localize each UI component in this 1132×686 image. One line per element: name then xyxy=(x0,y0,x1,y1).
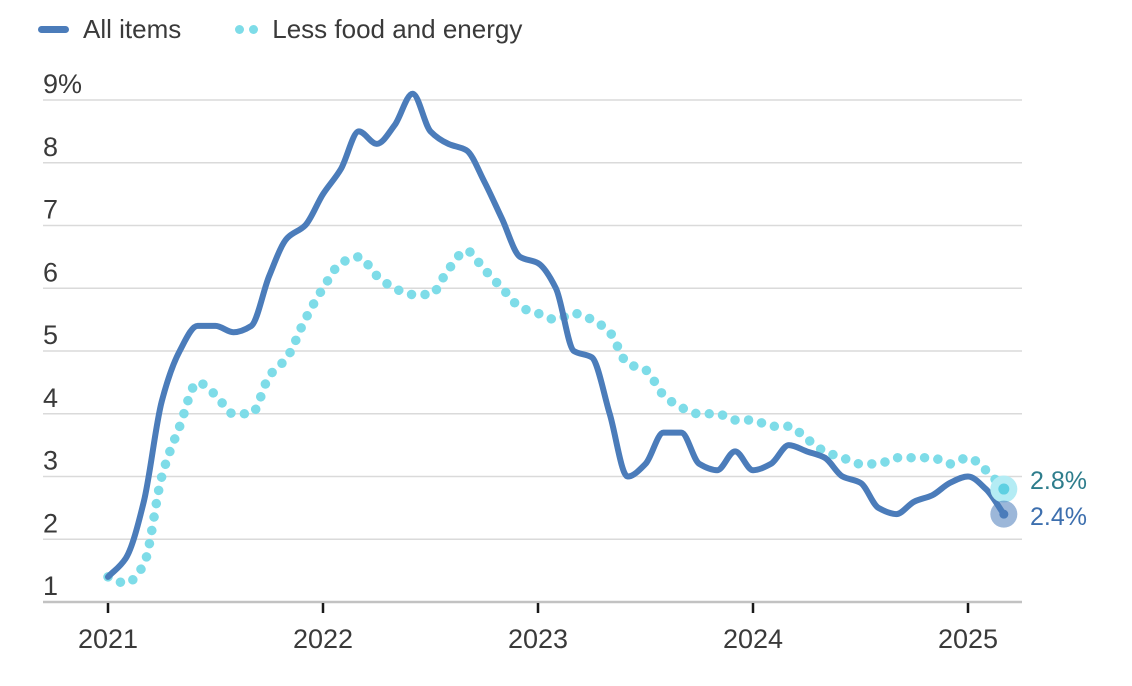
y-axis-label-5: 5 xyxy=(43,320,58,350)
y-axis-label-6: 6 xyxy=(43,257,58,287)
chart-legend: All items Less food and energy xyxy=(38,14,522,45)
y-axis-label-2: 2 xyxy=(43,508,58,538)
x-axis-label-2021: 2021 xyxy=(78,624,138,654)
core-end-marker-inner xyxy=(998,483,1010,495)
legend-label-core: Less food and energy xyxy=(272,14,523,44)
legend-item-all-items: All items xyxy=(38,14,181,45)
x-axis-label-2023: 2023 xyxy=(508,624,568,654)
x-axis-label-2024: 2024 xyxy=(723,624,783,654)
x-axis-label-2022: 2022 xyxy=(293,624,353,654)
all-items-line-swatch xyxy=(38,26,69,33)
all-items-end-marker-inner xyxy=(999,509,1009,519)
y-axis-label-8: 8 xyxy=(43,132,58,162)
y-axis-label-7: 7 xyxy=(43,195,58,225)
x-axis-label-2025: 2025 xyxy=(938,624,998,654)
y-axis-label-1: 1 xyxy=(43,571,58,601)
y-axis-label-9: 9% xyxy=(43,69,82,99)
y-axis-label-3: 3 xyxy=(43,446,58,476)
core-dots-swatch xyxy=(235,25,259,34)
y-axis-label-4: 4 xyxy=(43,383,58,413)
core-end-label: 2.8% xyxy=(1030,467,1087,495)
core-cpi-line xyxy=(103,245,1009,588)
legend-item-core: Less food and energy xyxy=(235,14,522,45)
all-items-line xyxy=(105,90,1007,580)
all-items-end-label: 2.4% xyxy=(1030,503,1087,531)
legend-label-all-items: All items xyxy=(83,14,182,44)
